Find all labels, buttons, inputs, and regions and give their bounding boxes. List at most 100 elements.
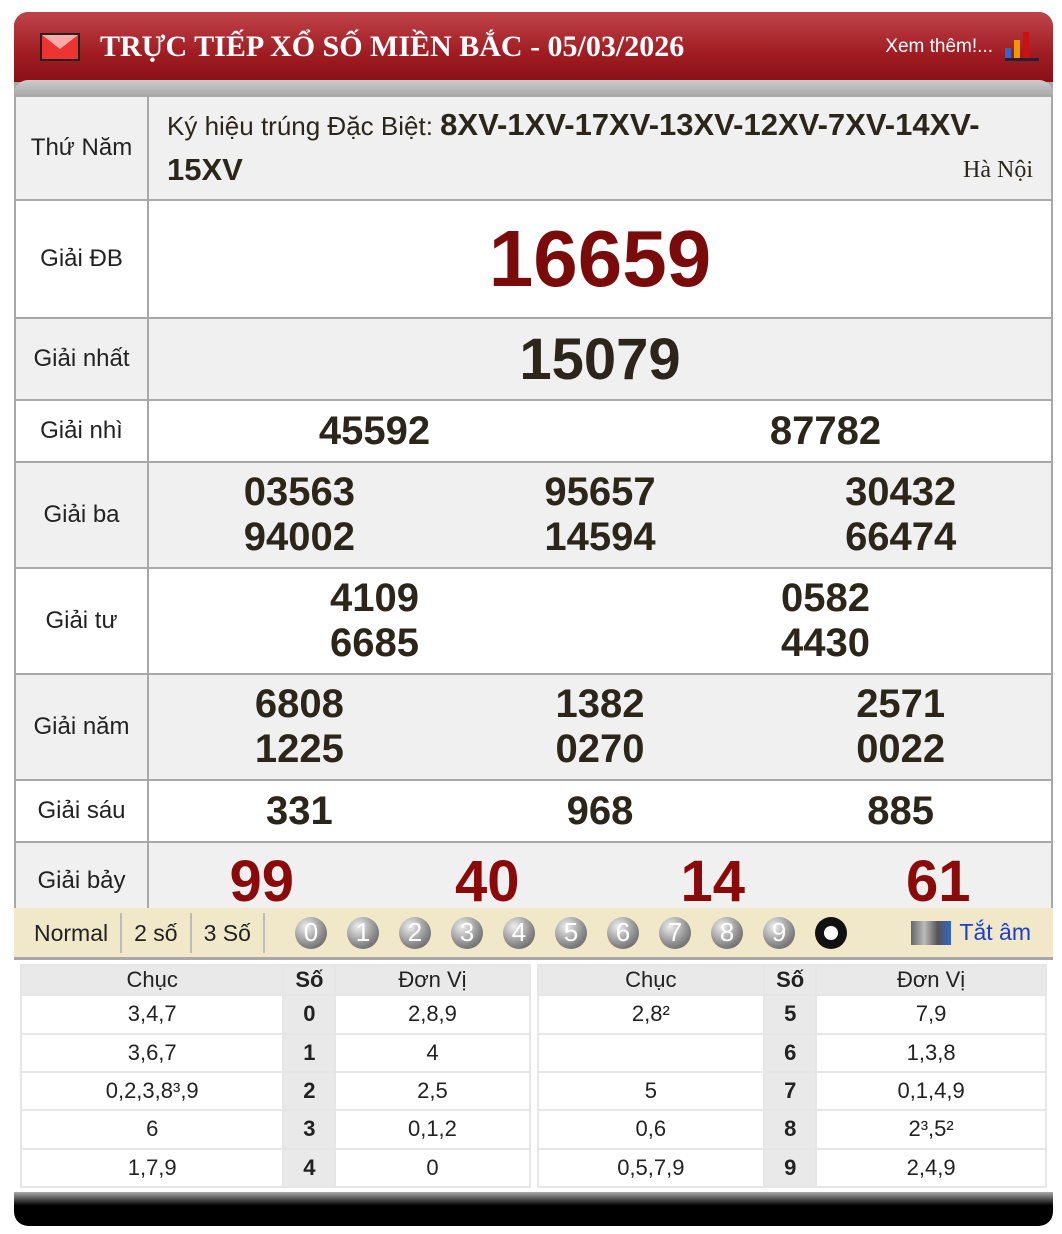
loto-cell: 0 [282,994,337,1035]
yin-yang-icon[interactable] [814,916,847,949]
chart-icon[interactable] [1005,32,1039,61]
prize-label: Giải bảy [14,841,149,921]
prize-number: 331 [265,788,333,833]
prize-number: 66474 [845,515,957,559]
prize-numbers: 4109 0582 6685 4430 [147,567,1053,675]
speaker-icon [911,920,952,945]
prize-number: 1382 [555,682,645,726]
digit-ball[interactable]: 5 [554,916,587,949]
loto-cell: 0,2,3,8³,9 [19,1070,285,1112]
prize-number: 885 [867,788,935,833]
prize-number: 15079 [519,326,681,392]
loto-cell: 1,7,9 [19,1147,285,1189]
digit-ball[interactable]: 0 [294,916,327,949]
mode-option[interactable]: Normal [14,912,123,953]
loto-cell: 6 [763,1032,818,1073]
digit-ball[interactable]: 7 [658,916,691,949]
loto-cell: 0,5,7,9 [536,1147,766,1189]
prize-label: Giải sáu [14,779,149,843]
prize-label: Giải ba [14,461,149,569]
loto-row: 0,2,3,8³,9 2 2,5 [19,1070,531,1112]
loto-cell: 2,4,9 [815,1147,1047,1189]
prize-label: Giải năm [14,673,149,781]
prize-number: 99 [229,848,294,914]
loto-tables: Chục Số Đơn Vị 3,4,7 0 2,8,9 3,6,7 1 4 0,2,3,8³,9… [14,960,1053,1192]
prize-numbers: 6808 1382 2571 1225 0270 0022 [147,673,1053,781]
mute-label: Tắt âm [959,919,1031,945]
loto-cell: 1 [282,1032,337,1073]
results-table: Thứ Năm Ký hiệu trúng Đặc Biệt: 8XV-1XV-… [14,95,1053,921]
digit-ball[interactable]: 2 [398,916,431,949]
loto-cell: 3,4,7 [19,994,285,1035]
loto-cell: 5 [763,994,818,1035]
results-panel: TRỰC TIẾP XỔ SỐ MIỀN BẮC - 05/03/2026 Xe… [14,12,1053,1226]
prize-number: 87782 [769,408,882,453]
loto-cell: 2,5 [334,1070,531,1112]
prize-numbers: 45592 87782 [147,399,1053,463]
prize-label: Giải nhì [14,399,149,463]
prize-numbers: 03563 95657 30432 94002 14594 66474 [147,461,1053,569]
prize-number: 0022 [856,727,946,771]
page-title: TRỰC TIẾP XỔ SỐ MIỀN BẮC - 05/03/2026 [100,30,685,63]
loto-header: Chục [19,963,285,997]
loto-row: 1,7,9 4 0 [19,1147,531,1189]
day-label: Thứ Năm [14,95,149,201]
loto-cell [536,1032,766,1073]
loto-row: 3,4,7 0 2,8,9 [19,994,531,1035]
loto-cell: 9 [763,1147,818,1189]
digit-ball[interactable]: 3 [450,916,483,949]
prize-number: 0270 [555,727,645,771]
prize-number: 16659 [488,214,712,303]
loto-header: Đơn Vị [815,963,1047,997]
prize-number: 6808 [254,682,344,726]
mode-option[interactable]: 3 Số [192,912,265,953]
loto-cell: 7,9 [815,994,1047,1035]
loto-cell: 0,6 [536,1109,766,1150]
loto-cell: 0,1,2 [334,1109,531,1150]
prize-number: 2571 [856,682,946,726]
loto-row: 6 3 0,1,2 [19,1109,531,1150]
mute-button[interactable]: Tắt âm [911,919,1031,946]
digit-ball[interactable]: 9 [762,916,795,949]
loto-cell: 1,3,8 [815,1032,1047,1073]
loto-header: Chục [536,963,766,997]
loto-row: 6 1,3,8 [536,1032,1047,1073]
prize-number: 03563 [243,470,355,514]
prize-numbers: 16659 [147,199,1053,319]
prize-number: 4109 [330,576,419,620]
mode-option[interactable]: 2 số [122,912,192,953]
loto-cell: 2³,5² [815,1109,1047,1150]
loto-row: 0,5,7,9 9 2,4,9 [536,1147,1047,1189]
prize-numbers: 99 40 14 61 [147,841,1053,921]
digit-ball[interactable]: 1 [346,916,379,949]
loto-cell: 4 [282,1147,337,1189]
see-more-link[interactable]: Xem thêm!... [885,36,993,57]
symbol-label: Ký hiệu trúng Đặc Biệt: [167,111,433,141]
header-band [14,80,1053,96]
digit-ball[interactable]: 6 [606,916,639,949]
loto-row: 0,6 8 2³,5² [536,1109,1047,1150]
loto-row: 5 7 0,1,4,9 [536,1070,1047,1112]
prize-number: 14594 [544,515,656,559]
loto-cell: 7 [763,1070,818,1112]
prize-number: 30432 [845,470,957,514]
prize-number: 45592 [318,408,431,453]
location: Hà Nội [963,157,1033,183]
loto-header: Số [763,963,818,997]
symbol-codes: 8XV-1XV-17XV-13XV-12XV-7XV-14XV-15XV [167,107,980,187]
loto-header: Đơn Vị [334,963,531,997]
loto-cell: 0,1,4,9 [815,1070,1047,1112]
prize-number: 95657 [544,470,656,514]
loto-header: Số [282,963,337,997]
prize-number: 0582 [781,576,870,620]
mail-icon [40,33,80,61]
digit-ball[interactable]: 8 [710,916,743,949]
prize-number: 40 [454,848,520,914]
loto-cell: 2,8,9 [334,994,531,1035]
prize-number: 968 [566,788,634,833]
digit-ball[interactable]: 4 [502,916,535,949]
footer-bar [14,1192,1053,1226]
loto-row: 2,8² 5 7,9 [536,994,1047,1035]
loto-cell: 2 [282,1070,337,1112]
loto-cell: 2,8² [536,994,766,1035]
